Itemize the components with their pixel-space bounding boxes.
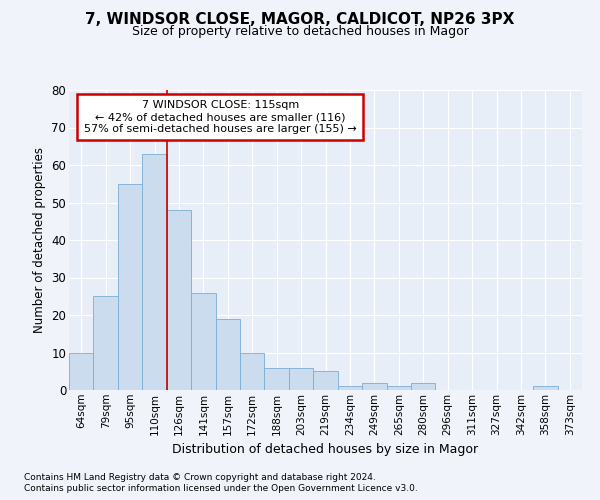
Bar [338, 386, 362, 390]
Bar [142, 154, 167, 390]
Bar [94, 296, 118, 390]
Bar [118, 184, 142, 390]
Text: Contains public sector information licensed under the Open Government Licence v3: Contains public sector information licen… [24, 484, 418, 493]
Bar [265, 368, 289, 390]
Bar [69, 352, 94, 390]
Bar [313, 371, 338, 390]
Text: 7 WINDSOR CLOSE: 115sqm
← 42% of detached houses are smaller (116)
57% of semi-d: 7 WINDSOR CLOSE: 115sqm ← 42% of detache… [84, 100, 357, 134]
Text: Contains HM Land Registry data © Crown copyright and database right 2024.: Contains HM Land Registry data © Crown c… [24, 472, 376, 482]
Text: Size of property relative to detached houses in Magor: Size of property relative to detached ho… [131, 25, 469, 38]
Bar [215, 319, 240, 390]
Text: 7, WINDSOR CLOSE, MAGOR, CALDICOT, NP26 3PX: 7, WINDSOR CLOSE, MAGOR, CALDICOT, NP26 … [85, 12, 515, 28]
X-axis label: Distribution of detached houses by size in Magor: Distribution of detached houses by size … [172, 443, 479, 456]
Bar [533, 386, 557, 390]
Bar [240, 352, 265, 390]
Y-axis label: Number of detached properties: Number of detached properties [33, 147, 46, 333]
Bar [362, 382, 386, 390]
Bar [411, 382, 436, 390]
Bar [386, 386, 411, 390]
Bar [289, 368, 313, 390]
Bar [167, 210, 191, 390]
Bar [191, 292, 215, 390]
